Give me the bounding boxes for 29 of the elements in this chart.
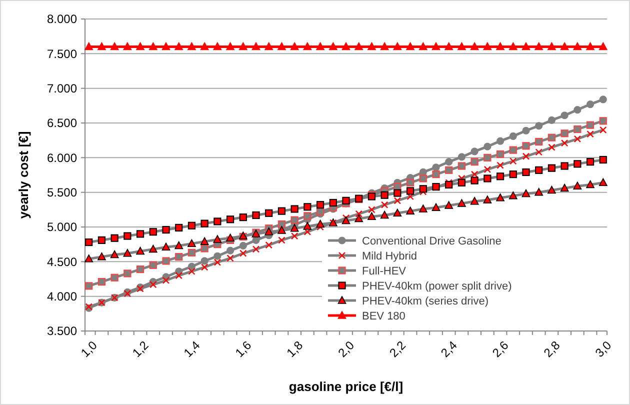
y-tick-label: 8.000 [46, 12, 78, 26]
y-tick-label: 5.000 [46, 220, 78, 234]
x-tick-label: 2,6 [490, 338, 512, 360]
legend-label: BEV 180 [362, 310, 406, 322]
legend-label: PHEV-40km (series drive) [362, 295, 489, 308]
legend-label: PHEV-40km (power split drive) [362, 280, 512, 292]
x-tick-label: 2,2 [386, 338, 409, 360]
y-axis-title: yearly cost [€] [16, 131, 31, 219]
x-tick-label: 2,4 [438, 338, 460, 360]
x-axis-title: gasoline price [€/l] [288, 379, 404, 394]
x-tick-label: 3,0 [592, 338, 614, 360]
y-tick-label: 3.500 [46, 324, 78, 338]
x-tick-label: 1,6 [232, 338, 254, 360]
x-tick-label: 1,4 [181, 338, 203, 360]
y-tick-label: 4.000 [46, 290, 78, 304]
x-tick-label: 1,2 [130, 338, 152, 360]
x-tick-label: 2,8 [541, 338, 563, 360]
legend-label: Full-HEV [362, 265, 407, 278]
y-tick-label: 5.500 [46, 186, 78, 200]
y-tick-label: 4.500 [46, 254, 78, 269]
legend-label: Conventional Drive Gasoline [362, 235, 502, 248]
y-tick-label: 7.500 [46, 46, 78, 61]
y-tick-label: 6.500 [46, 116, 78, 130]
y-tick-label: 7.000 [46, 82, 78, 96]
x-tick-label: 1,8 [284, 338, 306, 360]
legend-label: Mild Hybrid [362, 250, 418, 262]
x-tick-label: 2,0 [335, 338, 358, 360]
x-tick-label: 1,0 [78, 338, 100, 360]
y-tick-label: 6.000 [46, 150, 78, 165]
